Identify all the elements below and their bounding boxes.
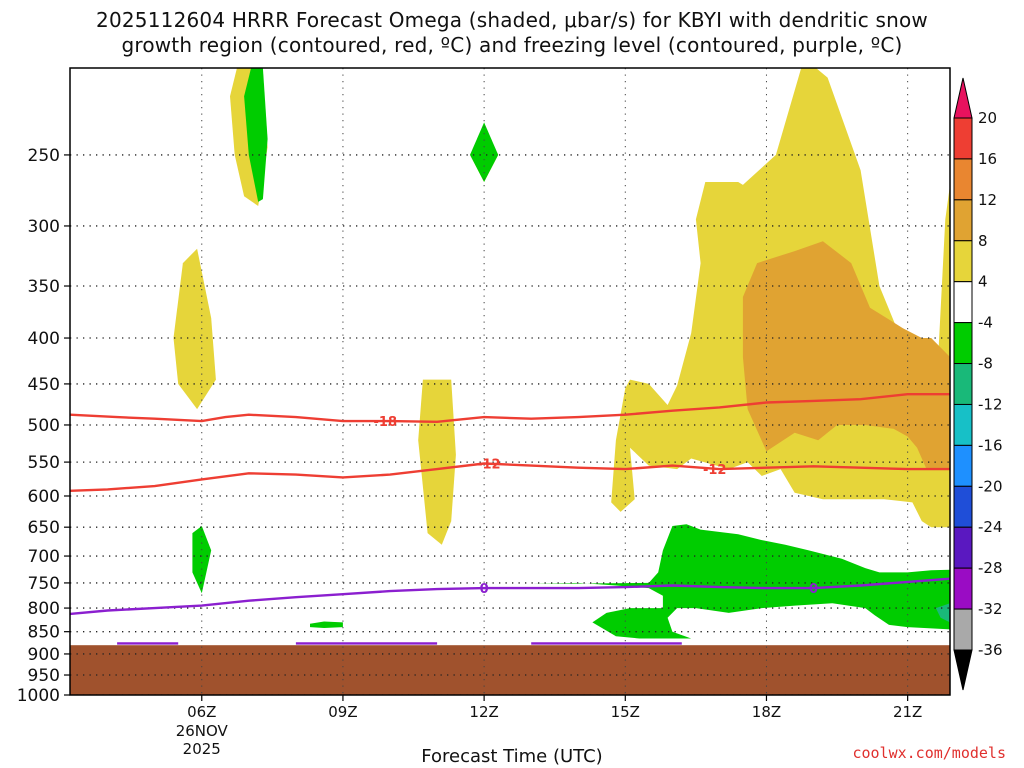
y-tick-label-650: 650 <box>28 518 60 538</box>
colorbar-swatch-12 <box>953 608 973 651</box>
y-tick-label-400: 400 <box>28 329 60 349</box>
y-tick-label-1000: 1000 <box>17 686 60 706</box>
colorbar-swatch-10 <box>953 526 973 569</box>
x-tick-label-18Z: 18Z <box>752 703 781 721</box>
omega-region-8 <box>192 526 212 594</box>
colorbar-label-9: -20 <box>978 477 1003 495</box>
contour-line-1 <box>70 462 950 492</box>
y-tick-label-450: 450 <box>28 375 60 395</box>
omega-region-1 <box>173 248 216 410</box>
colorbar-bottom-arrow <box>953 649 973 691</box>
contour-label-0-0: -18 <box>374 415 398 430</box>
contour-label-1-0: -12 <box>477 458 501 473</box>
colorbar-label-5: -4 <box>978 314 993 332</box>
colorbar-swatch-8 <box>953 444 973 487</box>
y-tick-label-750: 750 <box>28 574 60 594</box>
colorbar-swatch-9 <box>953 485 973 528</box>
y-tick-label-250: 250 <box>28 146 60 166</box>
omega-region-10 <box>531 524 950 639</box>
y-tick-label-800: 800 <box>28 599 60 619</box>
omega-region-6 <box>244 68 268 202</box>
pressure-axis: 2503003504004505005506006507007508008509… <box>17 146 70 706</box>
colorbar-swatch-4 <box>953 281 973 324</box>
y-tick-label-850: 850 <box>28 623 60 643</box>
y-tick-label-300: 300 <box>28 217 60 237</box>
omega-region-9 <box>310 621 343 628</box>
x-tick-label-09Z: 09Z <box>328 703 357 721</box>
colorbar-swatch-11 <box>953 567 973 610</box>
colorbar-label-8: -16 <box>978 436 1003 454</box>
colorbar-label-2: 12 <box>978 191 997 209</box>
y-tick-label-950: 950 <box>28 666 60 686</box>
colorbar-swatch-5 <box>953 322 973 365</box>
colorbar-label-10: -24 <box>978 518 1003 536</box>
colorbar-swatch-3 <box>953 240 973 283</box>
colorbar-swatch-0 <box>953 117 973 160</box>
chart-title-line-1: 2025112604 HRRR Forecast Omega (shaded, … <box>96 8 928 32</box>
colorbar-label-0: 20 <box>978 109 997 127</box>
colorbar-swatch-7 <box>953 403 973 446</box>
colorbar-label-12: -32 <box>978 600 1003 618</box>
x-tick-label-12Z: 12Z <box>469 703 498 721</box>
y-tick-label-350: 350 <box>28 277 60 297</box>
grid-lines <box>70 68 950 695</box>
y-tick-label-600: 600 <box>28 487 60 507</box>
plot-frame <box>69 67 951 696</box>
omega-colorbar: 20 16 12 8 4 -4 -8 -12 -16 -20 -24 -28 -32 -36 <box>953 77 1003 691</box>
y-tick-label-550: 550 <box>28 453 60 473</box>
x-date-label: 26NOV <box>176 722 229 740</box>
y-tick-label-700: 700 <box>28 547 60 567</box>
x-tick-label-06Z: 06Z <box>187 703 216 721</box>
contour-line-0 <box>70 393 950 424</box>
colorbar-label-13: -36 <box>978 641 1003 659</box>
y-tick-label-500: 500 <box>28 416 60 436</box>
contour-label-1-1: -12 <box>703 463 727 478</box>
colorbar-top-arrow <box>953 77 973 119</box>
chart-title-line-2: growth region (contoured, red, ºC) and f… <box>121 33 903 57</box>
colorbar-swatch-1 <box>953 158 973 201</box>
contour-label-2-0: 0 <box>480 582 489 597</box>
x-year-label: 2025 <box>183 740 221 758</box>
omega-region-7 <box>470 122 499 182</box>
x-tick-label-21Z: 21Z <box>893 703 922 721</box>
colorbar-label-1: 16 <box>978 150 997 168</box>
omega-region-11 <box>935 603 950 623</box>
site-credit[interactable]: coolwx.com/models <box>852 744 1006 762</box>
colorbar-label-3: 8 <box>978 232 988 250</box>
y-tick-label-900: 900 <box>28 645 60 665</box>
colorbar-swatch-6 <box>953 363 973 405</box>
contour-lines <box>70 393 950 645</box>
x-axis-label: Forecast Time (UTC) <box>421 746 603 767</box>
ground-fill <box>70 645 950 695</box>
contour-labels: -18 -12 -12 0 0 <box>374 415 819 597</box>
x-tick-label-15Z: 15Z <box>611 703 640 721</box>
colorbar-label-6: -8 <box>978 355 993 373</box>
colorbar-label-11: -28 <box>978 559 1003 577</box>
ground-mask <box>70 645 950 695</box>
colorbar-label-7: -12 <box>978 395 1003 413</box>
colorbar-swatch-2 <box>953 199 973 242</box>
colorbar-label-4: 4 <box>978 273 988 291</box>
contour-line-2 <box>70 577 950 616</box>
contour-label-2-1: 0 <box>809 582 818 597</box>
omega-region-5 <box>742 241 950 470</box>
